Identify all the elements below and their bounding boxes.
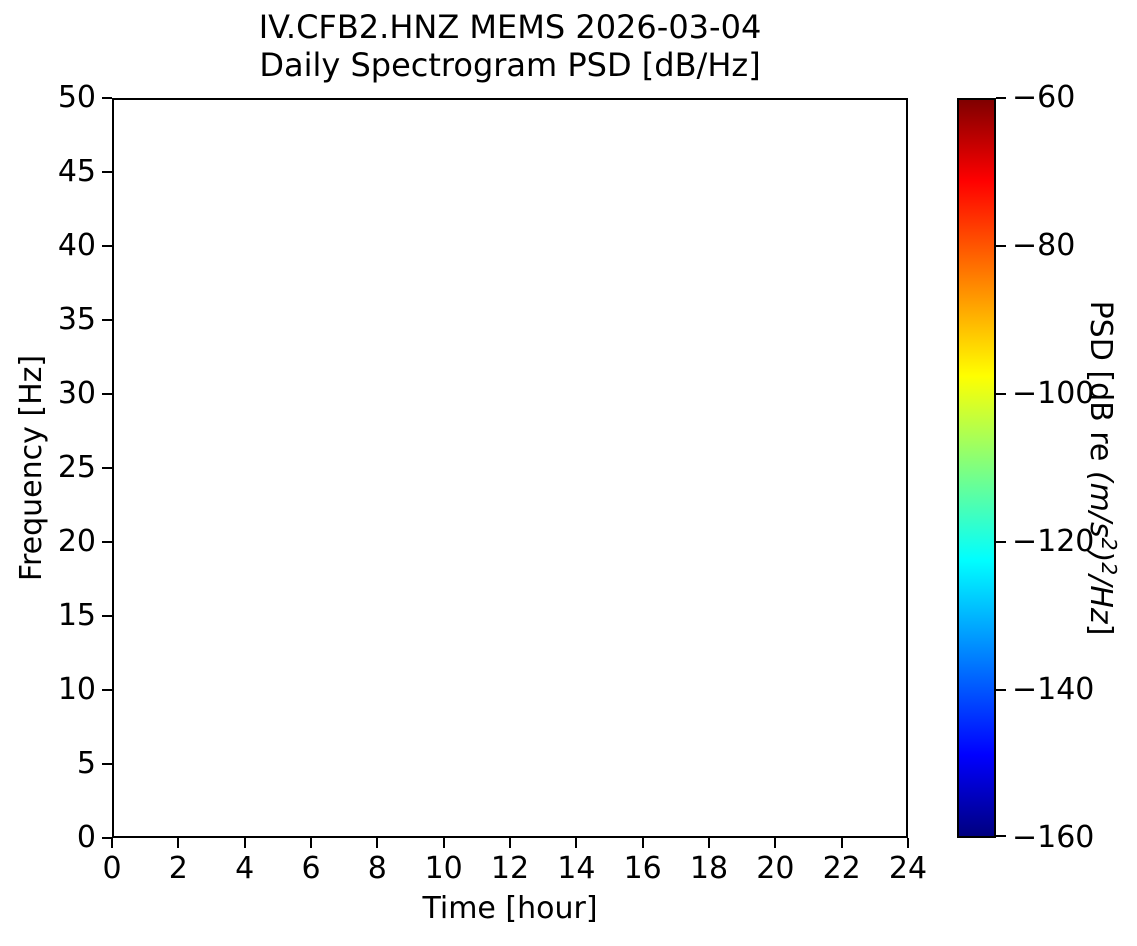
y-tick-mark <box>102 245 112 247</box>
plot-title: IV.CFB2.HNZ MEMS 2026-03-04 Daily Spectr… <box>112 8 908 84</box>
x-tick-mark <box>442 838 445 848</box>
colorbar-tick-mark <box>996 393 1006 395</box>
x-tick-mark <box>840 838 843 848</box>
x-tick-label: 18 <box>689 851 729 886</box>
y-tick-mark <box>102 763 112 765</box>
colorbar-tick-mark <box>996 689 1006 691</box>
x-tick-label: 8 <box>367 851 387 886</box>
x-tick-label: 10 <box>424 851 463 886</box>
colorbar-tick-label: −60 <box>1012 80 1076 115</box>
x-tick-mark <box>641 838 644 848</box>
x-tick-label: 22 <box>822 851 861 886</box>
y-tick-label: 50 <box>57 80 96 115</box>
y-tick-mark <box>102 615 112 617</box>
x-tick-label: 20 <box>756 851 795 886</box>
x-tick-mark <box>509 838 511 848</box>
x-tick-mark <box>708 838 710 848</box>
colorbar-label: PSD [dB re (m/s2)2/Hz] <box>1081 301 1121 636</box>
y-tick-mark <box>102 393 112 395</box>
y-tick-label: 40 <box>57 228 96 263</box>
y-tick-mark <box>102 97 112 99</box>
y-tick-label: 20 <box>57 524 96 559</box>
colorbar-tick-label: −80 <box>1012 228 1076 263</box>
colorbar-tick-mark <box>996 835 1006 837</box>
colorbar-label-math: /Hz <box>1083 575 1118 624</box>
plot-title-line1: IV.CFB2.HNZ MEMS 2026-03-04 <box>258 8 762 46</box>
x-tick-mark <box>310 838 312 848</box>
y-tick-label: 25 <box>57 450 96 485</box>
y-tick-mark <box>102 467 112 469</box>
colorbar-tick-mark <box>996 245 1006 247</box>
y-tick-mark <box>102 689 112 691</box>
x-tick-label: 24 <box>888 851 928 886</box>
x-axis-label: Time [hour] <box>422 891 598 926</box>
x-tick-label: 2 <box>168 851 188 886</box>
y-tick-label: 0 <box>76 820 96 855</box>
x-tick-mark <box>243 838 246 848</box>
y-tick-label: 5 <box>76 746 96 781</box>
colorbar-tick-mark <box>996 97 1006 99</box>
y-tick-mark <box>102 541 112 543</box>
x-tick-label: 6 <box>301 851 321 886</box>
x-tick-mark <box>177 838 180 848</box>
colorbar-tick-label: −100 <box>1012 376 1095 411</box>
colorbar-tick-label: −140 <box>1012 672 1095 707</box>
plot-area <box>112 98 908 838</box>
y-tick-label: 10 <box>57 672 96 707</box>
x-tick-label: 4 <box>235 851 255 886</box>
plot-title-line2: Daily Spectrogram PSD [dB/Hz] <box>259 46 761 84</box>
colorbar-label-close: ] <box>1083 623 1118 636</box>
y-tick-label: 15 <box>57 598 96 633</box>
y-tick-mark <box>102 319 112 321</box>
y-tick-mark <box>102 837 112 839</box>
y-tick-label: 45 <box>57 154 96 189</box>
x-tick-mark <box>774 838 777 848</box>
colorbar-tick-label: −120 <box>1012 524 1095 559</box>
colorbar-tick-mark <box>996 541 1006 543</box>
x-tick-label: 0 <box>102 851 122 886</box>
x-tick-label: 16 <box>623 851 662 886</box>
y-tick-label: 30 <box>57 376 96 411</box>
x-tick-mark <box>376 838 379 848</box>
x-tick-mark <box>111 838 113 848</box>
colorbar-tick-label: −160 <box>1012 820 1095 855</box>
x-tick-label: 12 <box>490 851 530 886</box>
x-tick-mark <box>907 838 909 848</box>
y-tick-mark <box>102 171 112 173</box>
colorbar-gradient <box>957 98 996 838</box>
x-tick-mark <box>575 838 578 848</box>
x-tick-label: 14 <box>557 851 596 886</box>
y-tick-label: 35 <box>57 302 96 337</box>
colorbar-label-superscript: 2 <box>1097 562 1121 576</box>
